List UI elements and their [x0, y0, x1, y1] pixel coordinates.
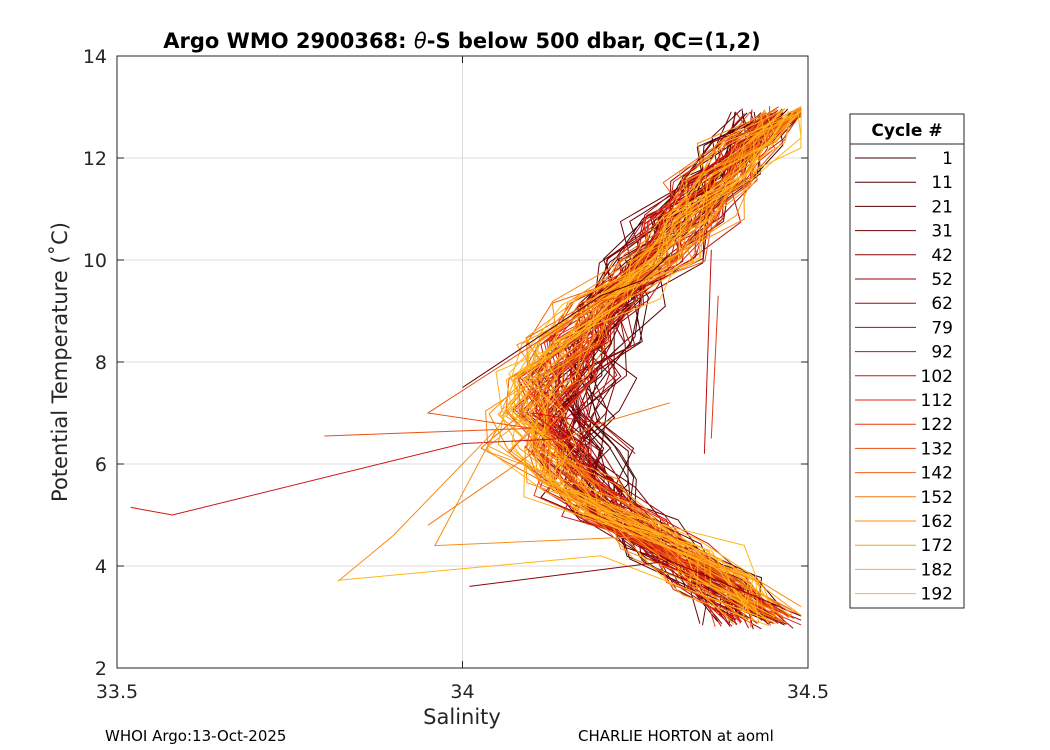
y-tick-label: 2: [95, 658, 107, 680]
footer-right: CHARLIE HORTON at aoml: [578, 727, 774, 745]
profile-line: [518, 110, 784, 620]
legend-entry-label: 42: [931, 246, 953, 266]
legend-entry-label: 1: [942, 149, 953, 169]
outlier-profile-line: [462, 254, 671, 388]
profile-line: [487, 106, 802, 608]
outlier-profile-line: [338, 555, 774, 623]
legend-entry-label: 172: [921, 536, 953, 556]
legend-entry-label: 122: [921, 415, 953, 435]
y-tick-label: 4: [95, 556, 107, 578]
outlier-profile-line: [427, 402, 670, 526]
profile-line: [495, 113, 767, 612]
legend-entry-label: 21: [931, 197, 953, 217]
profile-line: [505, 111, 751, 618]
profile-line: [522, 110, 790, 608]
legend-title: Cycle #: [871, 121, 942, 141]
legend-entry-label: 79: [931, 318, 953, 338]
y-tick-label: 6: [95, 454, 107, 476]
legend-entry-label: 142: [921, 464, 953, 484]
profile-line: [518, 111, 802, 607]
legend-entry-label: 62: [931, 294, 953, 314]
profile-line: [480, 110, 802, 617]
profile-line: [497, 107, 792, 617]
y-axis-label: Potential Temperature (˚C): [48, 222, 72, 502]
legend-entries: 1112131425262799210211212213214215216217…: [855, 149, 953, 605]
legend-entry-label: 102: [921, 367, 953, 387]
legend-entry-label: 162: [921, 512, 953, 532]
chart-title: Argo WMO 2900368: θ-S below 500 dbar, QC…: [163, 29, 760, 53]
y-axis-ticks: 2 4 6 8 10 12 14: [83, 46, 808, 680]
x-tick-label: 33.5: [96, 681, 138, 703]
footer-left: WHOI Argo:13-Oct-2025: [105, 727, 286, 745]
outlier-profile-line: [710, 295, 719, 439]
outlier-profile-line: [703, 249, 712, 454]
y-tick-label: 8: [95, 352, 107, 374]
profile-line: [508, 112, 789, 613]
legend-entry-label: 52: [931, 270, 953, 290]
legend-entry-label: 182: [921, 560, 953, 580]
legend-entry-label: 112: [921, 391, 953, 411]
profile-line: [514, 111, 780, 623]
x-tick-label: 34.5: [787, 681, 829, 703]
legend: Cycle # 11121314252627992102112122132142…: [849, 113, 965, 609]
x-axis-label: Salinity: [423, 705, 501, 729]
legend-entry-label: 31: [931, 222, 953, 242]
legend-box: [849, 113, 965, 609]
profile-line: [485, 112, 801, 627]
outlier-profile-line: [337, 427, 774, 608]
profile-line: [581, 114, 802, 616]
legend-entry-label: 152: [921, 488, 953, 508]
legend-entry-label: 11: [931, 173, 953, 193]
series-layer: [130, 106, 802, 630]
y-tick-label: 14: [83, 46, 107, 68]
x-axis-ticks: 33.5 34 34.5: [96, 56, 829, 703]
profile-line: [510, 109, 802, 618]
y-tick-label: 10: [83, 250, 107, 272]
y-tick-label: 12: [83, 148, 107, 170]
legend-entry-label: 132: [921, 439, 953, 459]
legend-entry-label: 92: [931, 343, 953, 363]
profile-line: [546, 106, 802, 611]
outlier-profile-line: [324, 290, 657, 437]
legend-entry-label: 192: [921, 585, 953, 605]
profile-line: [506, 112, 768, 609]
outlier-profile-line: [469, 560, 781, 608]
x-tick-label: 34: [450, 681, 474, 703]
profile-line: [534, 114, 802, 623]
